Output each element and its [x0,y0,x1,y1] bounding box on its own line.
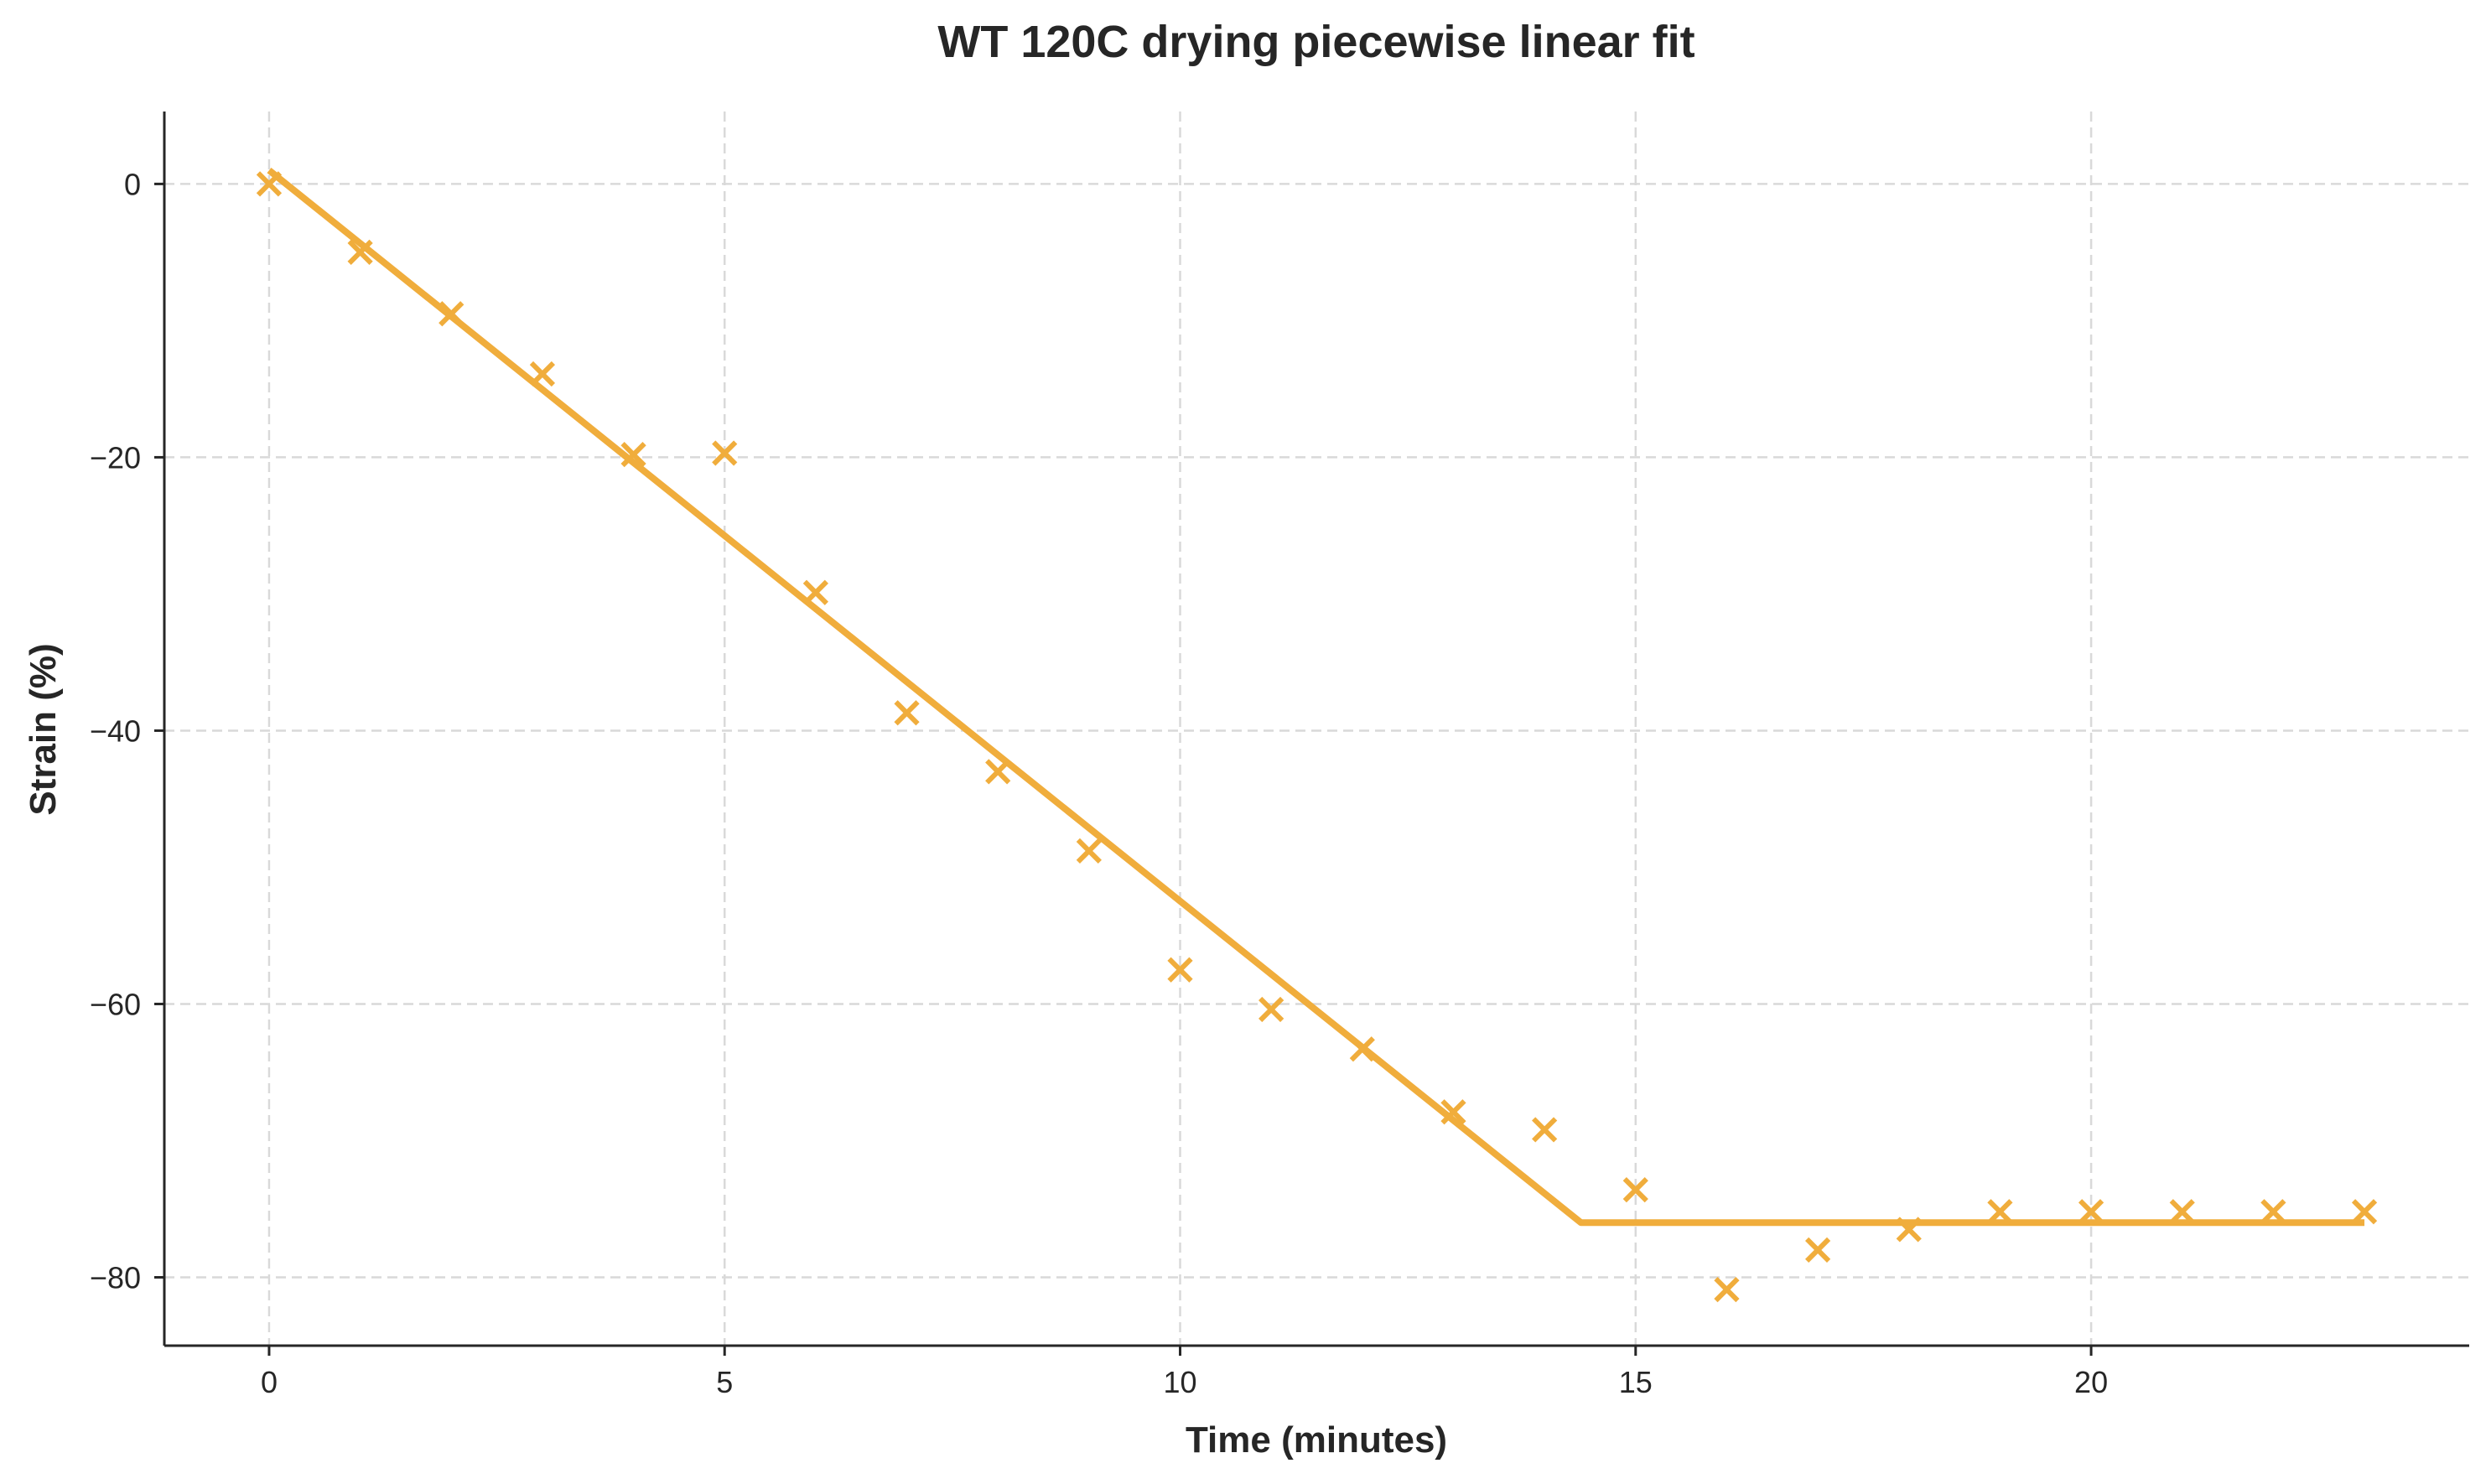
data-point [802,579,829,605]
data-point [347,239,373,266]
data-point [985,759,1011,785]
y-tick-label: −80 [90,1260,141,1295]
data-point [2260,1199,2286,1225]
x-tick-label: 20 [2074,1365,2108,1399]
x-tick-label: 0 [261,1365,278,1399]
data-point [1440,1099,1466,1125]
data-point [1532,1117,1558,1143]
data-point [712,440,738,466]
y-tick-label: 0 [124,167,141,201]
axes [163,112,2469,1347]
x-tick-label: 10 [1163,1365,1196,1399]
data-point [256,171,283,197]
plot-area [256,167,2378,1303]
y-axis-label: Strain (%) [23,643,64,815]
fit-line [267,167,2365,1227]
data-point [2078,1199,2104,1225]
x-tick-label: 15 [1619,1365,1653,1399]
data-point [1622,1177,1648,1203]
x-tick-label: 5 [716,1365,733,1399]
grid [164,112,2469,1346]
data-point [894,700,920,726]
y-tick-label: −60 [90,987,141,1021]
data-point [1987,1199,2013,1225]
data-point [1896,1217,1922,1243]
data-point [1349,1036,1375,1062]
data-point [1167,957,1193,983]
data-point [1258,996,1284,1023]
data-point [1076,838,1102,864]
y-tick-label: −20 [90,440,141,475]
data-point [439,301,464,327]
data-point [2351,1199,2378,1225]
data-point [2169,1199,2195,1225]
ticks: 0 5 10 15 20 0 −20 −40 −60 −80 [90,167,2108,1399]
y-tick-label: −40 [90,713,141,748]
chart-title: WT 120C drying piecewise linear fit [937,17,1694,67]
x-axis-label: Time (minutes) [1186,1419,1447,1461]
data-point [529,361,556,387]
data-point [1804,1237,1831,1263]
data-point [1714,1277,1740,1303]
data-point [620,442,646,468]
